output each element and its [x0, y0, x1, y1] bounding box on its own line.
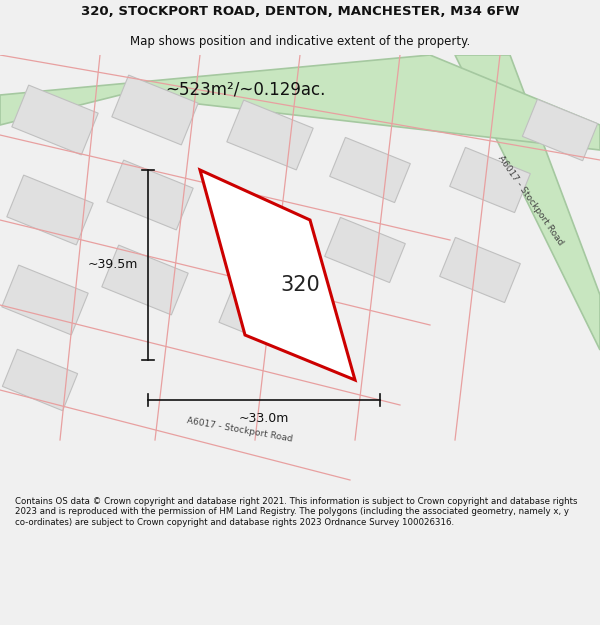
- Polygon shape: [2, 349, 77, 411]
- Polygon shape: [449, 148, 530, 213]
- Polygon shape: [107, 160, 193, 230]
- Polygon shape: [2, 265, 88, 335]
- Polygon shape: [0, 55, 600, 150]
- Text: ~33.0m: ~33.0m: [239, 412, 289, 425]
- Text: 320: 320: [280, 275, 320, 295]
- Text: ~523m²/~0.129ac.: ~523m²/~0.129ac.: [165, 81, 325, 99]
- Polygon shape: [440, 238, 520, 302]
- Polygon shape: [219, 278, 311, 352]
- Text: 320, STOCKPORT ROAD, DENTON, MANCHESTER, M34 6FW: 320, STOCKPORT ROAD, DENTON, MANCHESTER,…: [81, 4, 519, 18]
- Polygon shape: [12, 85, 98, 155]
- Polygon shape: [102, 245, 188, 315]
- Polygon shape: [227, 100, 313, 170]
- Polygon shape: [112, 75, 198, 145]
- Text: Map shows position and indicative extent of the property.: Map shows position and indicative extent…: [130, 35, 470, 48]
- Text: A6017 - Stockport Road: A6017 - Stockport Road: [496, 154, 565, 246]
- Polygon shape: [329, 138, 410, 202]
- Polygon shape: [455, 55, 600, 350]
- Text: ~39.5m: ~39.5m: [88, 259, 138, 271]
- Polygon shape: [200, 170, 355, 380]
- Text: A6017 - Stockport Road: A6017 - Stockport Road: [187, 416, 293, 444]
- Text: Contains OS data © Crown copyright and database right 2021. This information is : Contains OS data © Crown copyright and d…: [15, 497, 577, 526]
- Polygon shape: [325, 217, 406, 282]
- Polygon shape: [7, 175, 93, 245]
- Polygon shape: [523, 99, 598, 161]
